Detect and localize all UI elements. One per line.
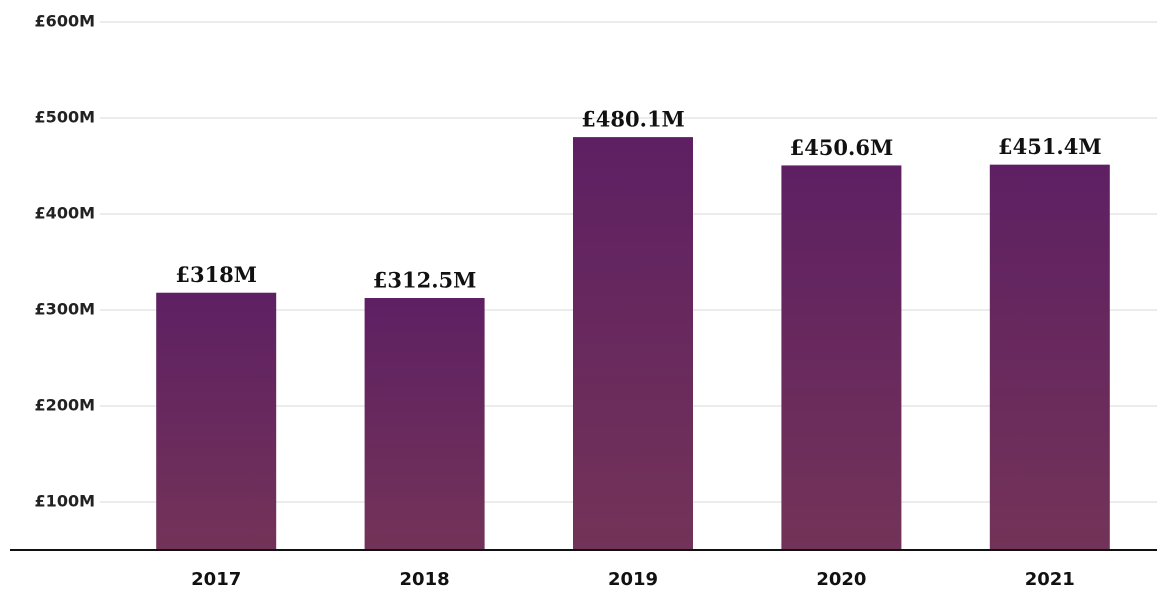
- bar: [989, 164, 1110, 550]
- x-tick-label: 2017: [191, 569, 241, 590]
- y-tick-label: £100M: [35, 492, 95, 511]
- value-label: £450.6M: [790, 135, 894, 160]
- bar: [156, 292, 277, 550]
- x-tick-label: 2019: [608, 569, 658, 590]
- bar: [364, 298, 485, 550]
- x-tick-label: 2021: [1025, 569, 1075, 590]
- value-label: £318M: [175, 262, 257, 287]
- x-tick-label: 2020: [816, 569, 866, 590]
- value-label: £312.5M: [373, 268, 477, 293]
- value-label: £480.1M: [581, 107, 685, 132]
- y-tick-label: £600M: [35, 12, 95, 31]
- bar: [781, 165, 902, 550]
- bar: [573, 137, 693, 550]
- y-tick-label: £400M: [35, 204, 95, 223]
- y-tick-label: £300M: [35, 300, 95, 319]
- y-tick-label: £500M: [35, 108, 95, 127]
- value-label: £451.4M: [998, 134, 1102, 159]
- y-tick-label: £200M: [35, 396, 95, 415]
- x-tick-label: 2018: [400, 569, 450, 590]
